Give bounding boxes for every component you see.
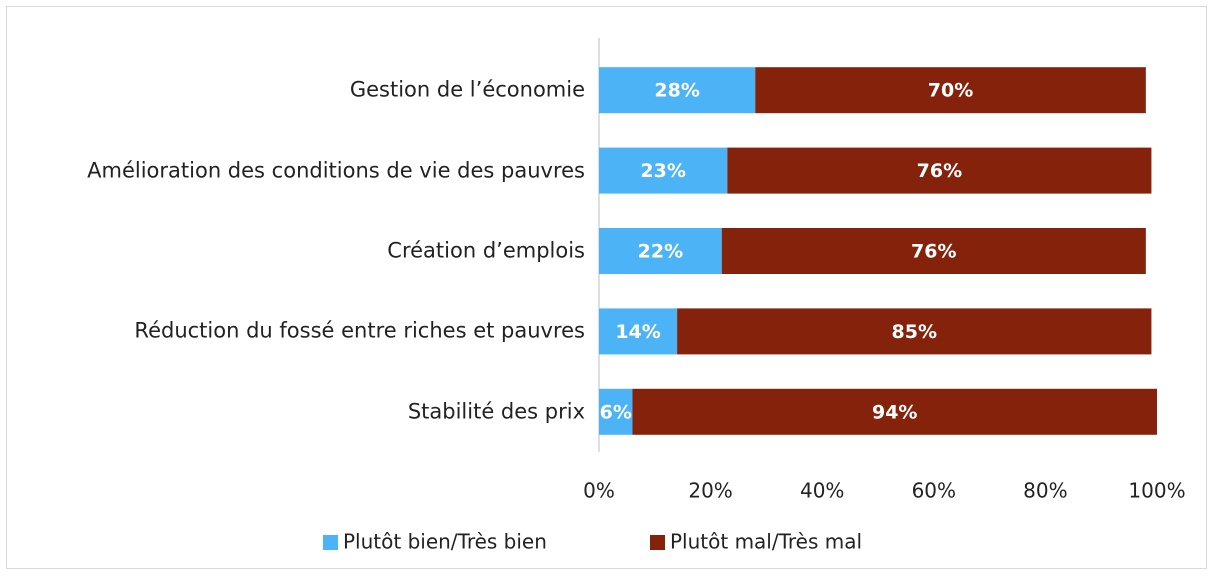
bar-segment bbox=[677, 308, 1152, 355]
bar-segment bbox=[599, 147, 728, 194]
x-tick-label: 60% bbox=[912, 479, 956, 503]
bar-segment bbox=[599, 228, 722, 274]
chart-border bbox=[6, 6, 1207, 569]
legend-swatch bbox=[650, 535, 665, 550]
category-label: Amélioration des conditions de vie des p… bbox=[87, 158, 585, 183]
legend-swatch bbox=[323, 535, 338, 550]
value-label: 22% bbox=[638, 241, 683, 263]
value-label: 94% bbox=[872, 401, 917, 423]
bar-segment bbox=[599, 308, 678, 355]
value-label: 76% bbox=[911, 241, 956, 263]
value-label: 6% bbox=[600, 401, 632, 423]
bar-segment bbox=[721, 228, 1146, 274]
category-label: Stabilité des prix bbox=[407, 399, 585, 424]
x-tick-label: 20% bbox=[688, 479, 732, 503]
x-tick-label: 0% bbox=[583, 479, 615, 503]
value-label: 28% bbox=[654, 80, 699, 102]
bar-segment bbox=[632, 388, 1157, 435]
category-label: Gestion de l’économie bbox=[349, 77, 585, 102]
x-tick-label: 80% bbox=[1023, 479, 1067, 503]
legend-label: Plutôt bien/Très bien bbox=[343, 530, 547, 554]
bar-segment bbox=[599, 388, 633, 435]
value-label: 85% bbox=[892, 321, 937, 343]
value-label: 23% bbox=[640, 160, 685, 182]
bar-segment bbox=[599, 67, 756, 114]
x-tick-label: 100% bbox=[1128, 479, 1185, 503]
value-label: 76% bbox=[917, 160, 962, 182]
category-label: Réduction du fossé entre riches et pauvr… bbox=[134, 318, 585, 343]
value-label: 70% bbox=[928, 80, 973, 102]
bar-segment bbox=[727, 147, 1152, 194]
bar-segment bbox=[755, 67, 1146, 114]
value-label: 14% bbox=[615, 321, 660, 343]
legend-label: Plutôt mal/Très mal bbox=[670, 530, 862, 554]
x-tick-label: 40% bbox=[800, 479, 844, 503]
category-label: Création d’emplois bbox=[387, 238, 585, 263]
